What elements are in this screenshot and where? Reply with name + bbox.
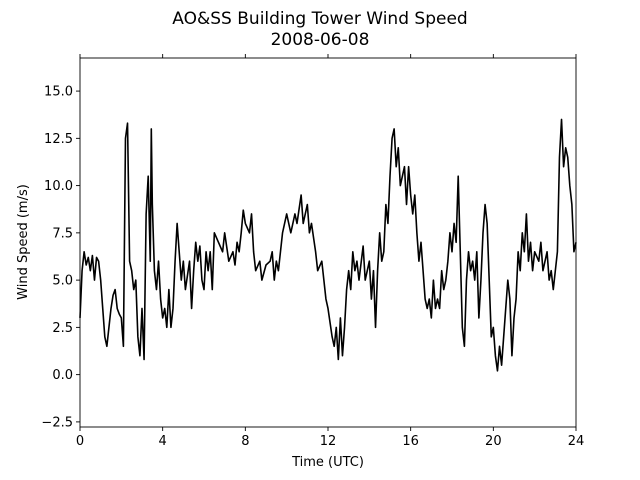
- chart-title: AO&SS Building Tower Wind Speed: [172, 9, 467, 29]
- y-axis-label: Wind Speed (m/s): [16, 184, 31, 300]
- x-tick-label: 24: [568, 434, 585, 449]
- x-tick-label: 8: [241, 434, 249, 449]
- y-tick-label: 7.5: [52, 226, 73, 241]
- y-tick-label: 10.0: [44, 179, 73, 194]
- y-tick-label: 15.0: [44, 85, 73, 100]
- x-axis-label: Time (UTC): [291, 455, 364, 470]
- x-tick-label: 20: [485, 434, 502, 449]
- x-tick-label: 4: [159, 434, 167, 449]
- chart-subtitle: 2008-06-08: [271, 30, 370, 50]
- y-tick-label: −2.5: [41, 415, 73, 430]
- x-tick-label: 0: [76, 434, 84, 449]
- y-tick-label: 5.0: [52, 274, 73, 289]
- axes-frame: [79, 57, 577, 428]
- data-line: [79, 118, 577, 372]
- y-tick-label: 2.5: [52, 321, 73, 336]
- x-tick-label: 16: [402, 434, 419, 449]
- x-tick-label: 12: [320, 434, 337, 449]
- y-tick-label: 0.0: [52, 368, 73, 383]
- y-tick-label: 12.5: [44, 132, 73, 147]
